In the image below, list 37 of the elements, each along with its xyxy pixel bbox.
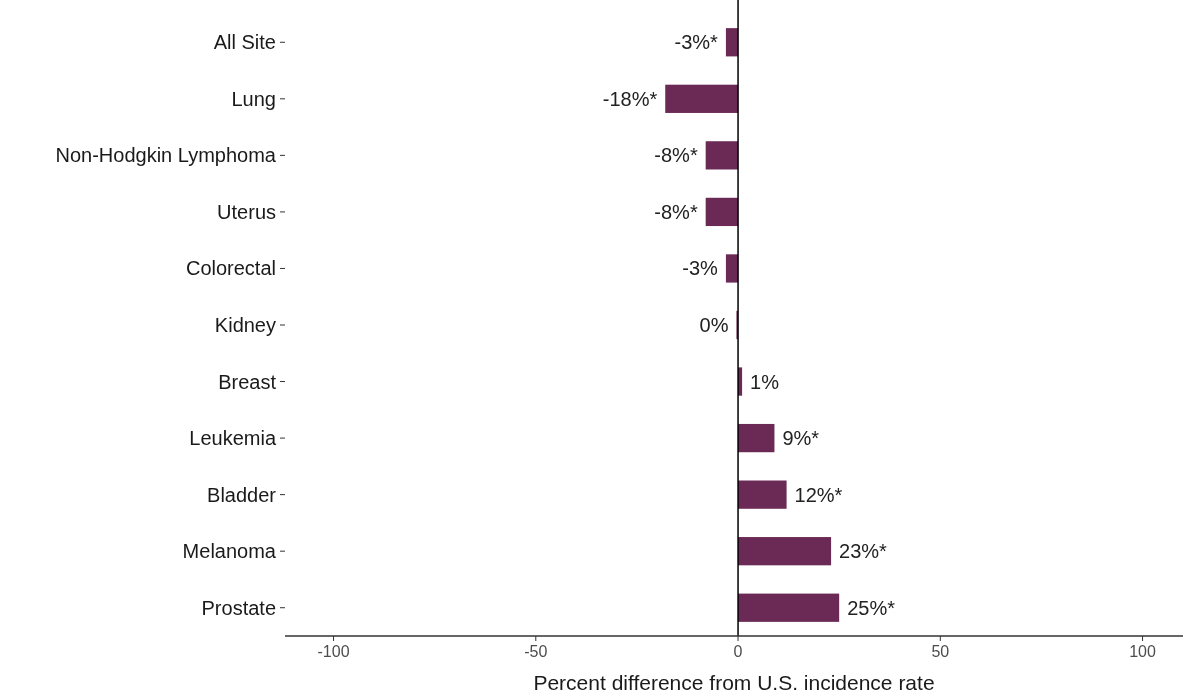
bar — [725, 254, 739, 283]
y-tick-label: Uterus — [217, 200, 276, 223]
data-label: 23%* — [839, 540, 888, 563]
x-tick-label: 0 — [733, 643, 743, 660]
y-tick-label: Leukemia — [189, 427, 277, 450]
y-tick-label: All Site — [213, 31, 276, 54]
data-label: 9%* — [782, 427, 820, 450]
bar — [738, 423, 775, 453]
data-label: -8%* — [654, 200, 698, 223]
bar — [738, 480, 787, 509]
y-tick-label: Non-Hodgkin Lymphoma — [55, 144, 277, 167]
x-tick-label: 100 — [1129, 643, 1156, 660]
y-tick-label: Melanoma — [182, 540, 277, 563]
x-tick-label: -100 — [317, 643, 350, 660]
y-tick-label: Colorectal — [185, 257, 276, 280]
data-label: 12%* — [794, 483, 843, 506]
x-tick-label: -50 — [524, 643, 548, 660]
data-label: -8%* — [654, 144, 698, 167]
y-tick-label: Breast — [218, 370, 277, 393]
data-label: 1% — [750, 370, 780, 393]
y-tick-label: Kidney — [214, 314, 276, 336]
y-tick-label: Prostate — [201, 596, 276, 619]
bar — [738, 593, 840, 622]
x-axis-title: Percent difference from U.S. incidence rate — [533, 671, 935, 694]
bar — [738, 537, 832, 566]
bar — [725, 28, 739, 57]
bar — [705, 197, 739, 227]
data-label: -3% — [682, 257, 719, 280]
data-label: 0% — [699, 314, 729, 336]
x-tick-label: 50 — [931, 643, 950, 660]
y-tick-label: Lung — [231, 87, 276, 110]
data-label: -3%* — [674, 31, 719, 54]
data-label: 25%* — [847, 596, 896, 619]
bar — [665, 84, 739, 113]
data-label: -18%* — [602, 87, 658, 110]
y-tick-label: Bladder — [207, 483, 277, 506]
bar — [705, 141, 739, 170]
